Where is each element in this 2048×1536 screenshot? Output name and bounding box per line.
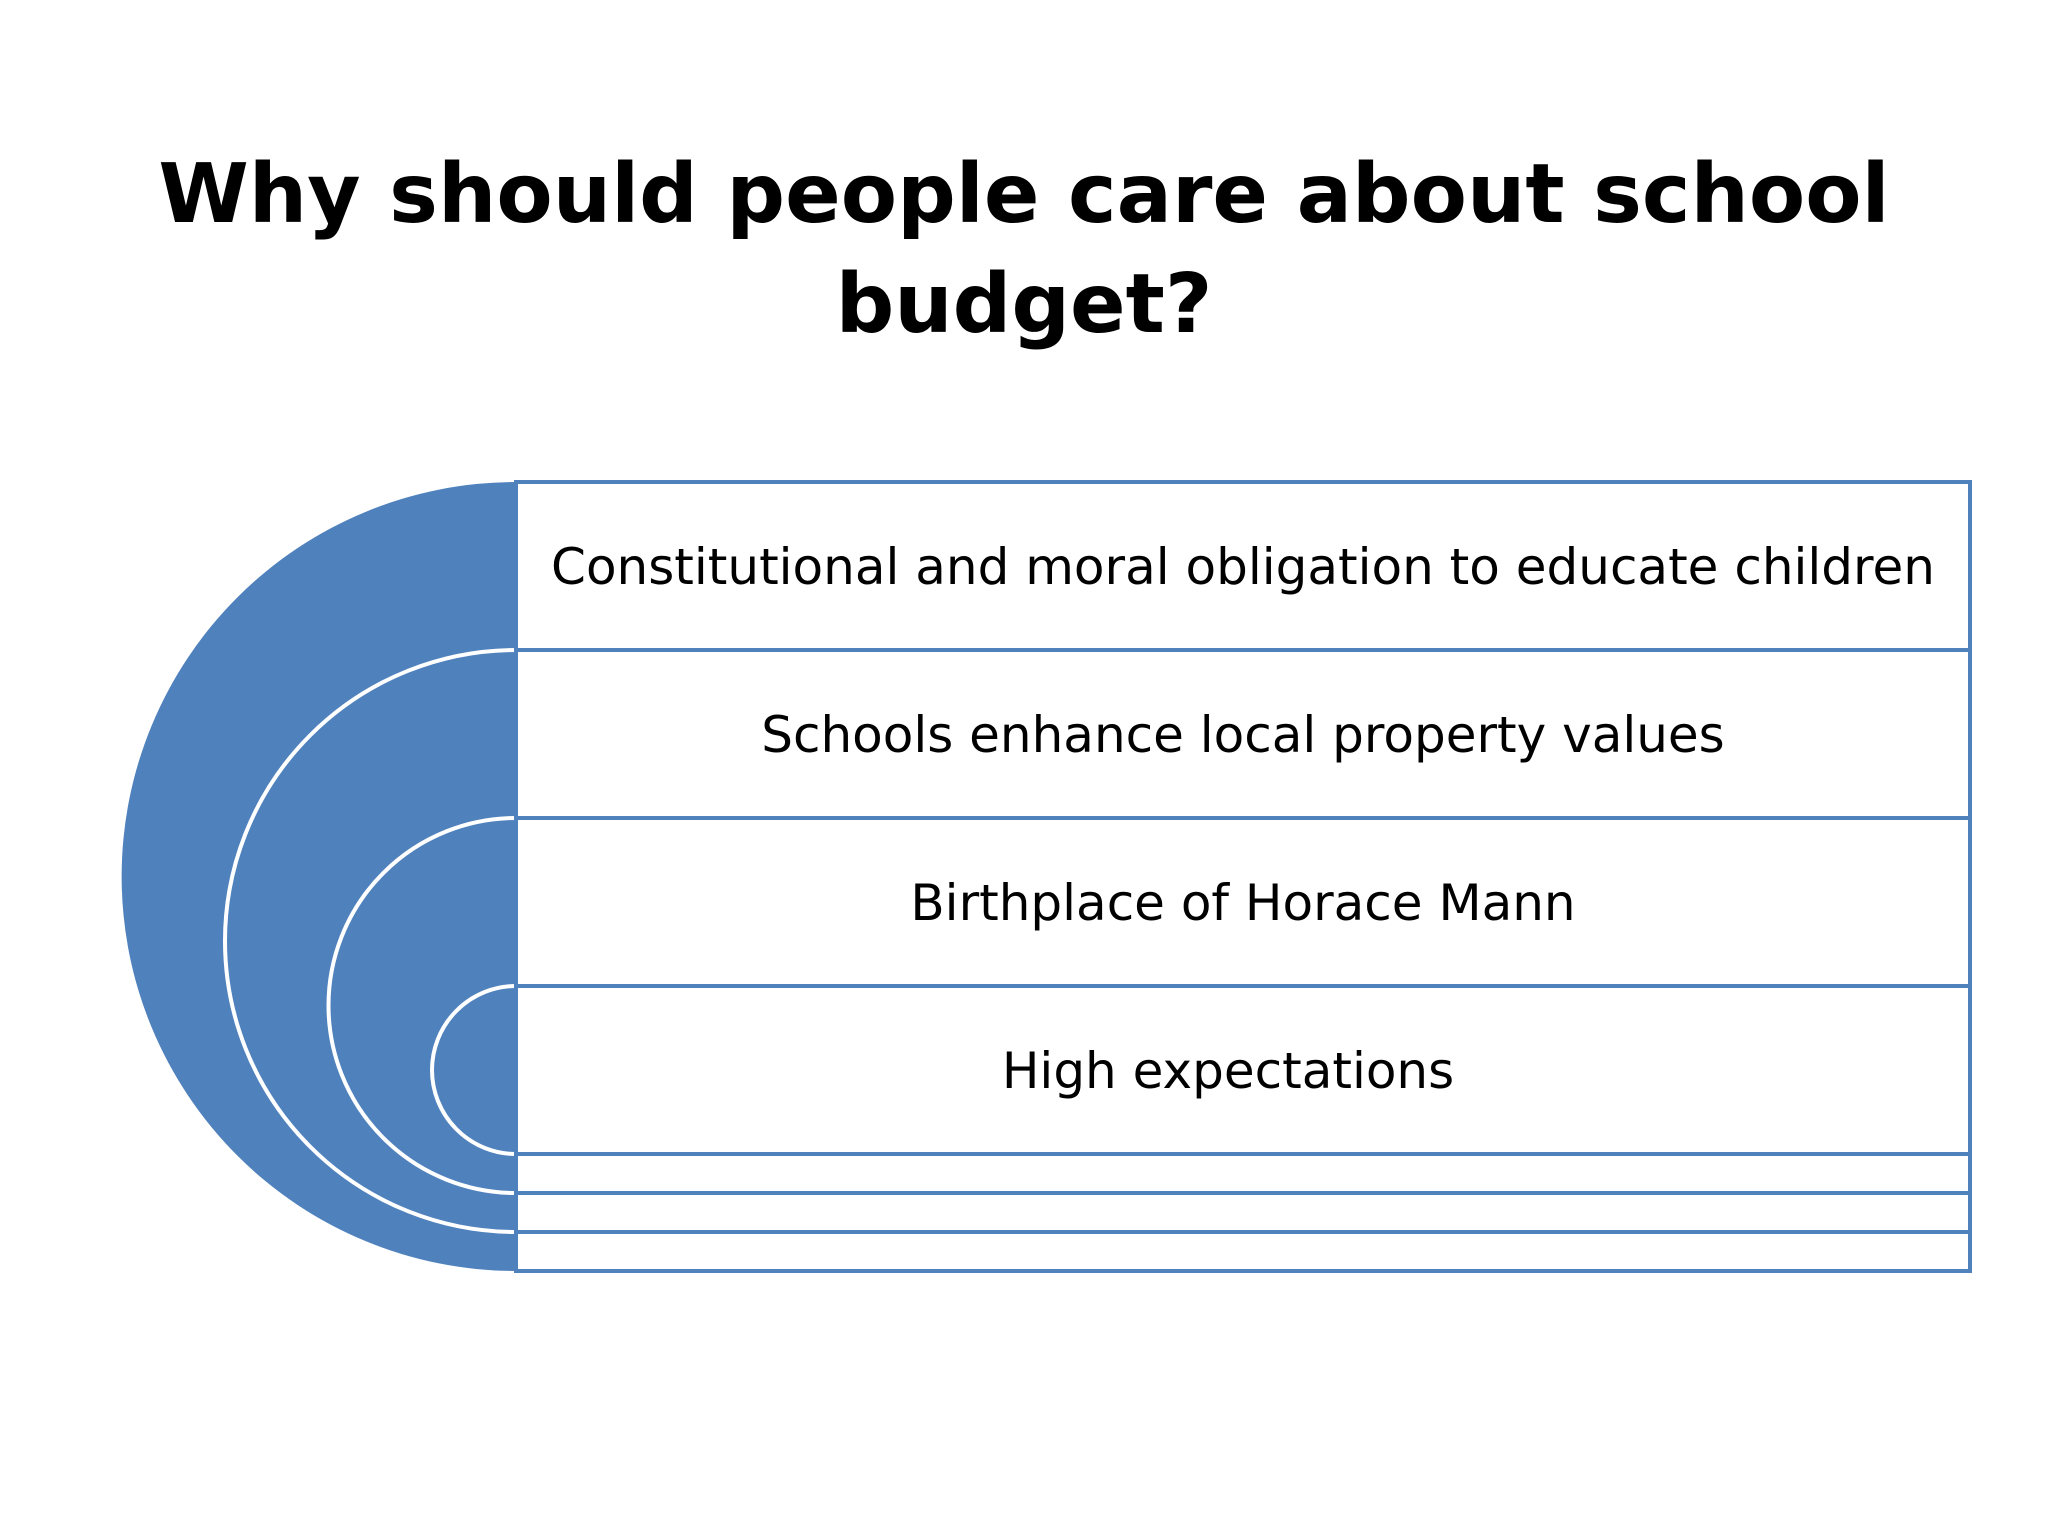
bar-strip-3 — [514, 1230, 1972, 1273]
layer-label-3: Birthplace of Horace Mann — [910, 874, 1575, 932]
bar-strip-1 — [514, 1152, 1972, 1195]
arc-layer-4 — [430, 983, 518, 1157]
label-group: Constitutional and moral obligation to e… — [551, 538, 1935, 1100]
bar-row-3 — [514, 816, 1972, 988]
bar-row-4 — [514, 984, 1972, 1156]
layer-label-1: Constitutional and moral obligation to e… — [551, 538, 1935, 596]
layer-label-4: High expectations — [1002, 1042, 1454, 1100]
layer-label-2: Schools enhance local property values — [761, 706, 1725, 764]
slide-title: Why should people care about school budg… — [158, 147, 1890, 352]
bar-strip-2 — [514, 1191, 1972, 1234]
bar-row-1 — [514, 480, 1972, 652]
bar-group — [514, 480, 1972, 1273]
arc-group — [121, 482, 518, 1271]
bar-row-2 — [514, 648, 1972, 820]
